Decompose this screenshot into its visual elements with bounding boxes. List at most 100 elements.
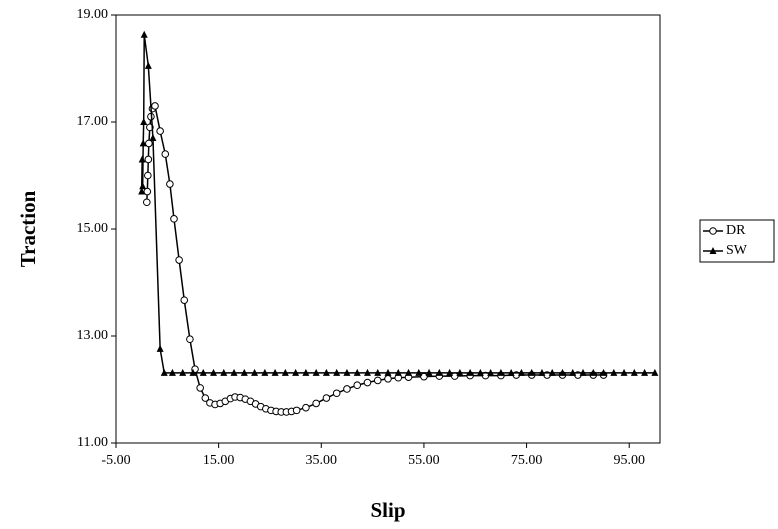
marker-circle	[151, 102, 159, 110]
marker-circle	[709, 227, 717, 235]
marker-triangle	[333, 368, 341, 376]
marker-circle	[170, 215, 178, 223]
marker-triangle	[138, 187, 146, 195]
marker-triangle	[538, 368, 546, 376]
marker-triangle	[579, 368, 587, 376]
marker-triangle	[156, 344, 164, 352]
marker-circle	[292, 406, 301, 415]
x-tick-label: 75.00	[511, 453, 543, 468]
marker-circle	[332, 389, 341, 398]
marker-triangle	[620, 368, 628, 376]
marker-triangle	[292, 368, 300, 376]
marker-circle	[143, 187, 152, 196]
marker-circle	[180, 296, 189, 304]
marker-triangle	[435, 368, 443, 376]
marker-circle	[450, 372, 459, 380]
y-tick-label: 15.00	[77, 221, 109, 236]
marker-circle	[363, 378, 372, 387]
marker-triangle	[220, 368, 228, 376]
marker-circle	[420, 372, 428, 381]
marker-triangle	[384, 368, 392, 376]
legend-box	[699, 219, 775, 263]
marker-circle	[322, 394, 331, 402]
marker-circle	[175, 256, 183, 264]
x-axis-title: Slip	[370, 498, 405, 522]
marker-triangle	[709, 247, 717, 254]
marker-triangle	[456, 368, 464, 376]
marker-circle	[186, 335, 194, 344]
marker-triangle	[251, 368, 259, 376]
marker-triangle	[569, 368, 577, 376]
marker-triangle	[589, 368, 597, 376]
marker-triangle	[144, 61, 152, 69]
marker-circle	[312, 399, 320, 408]
marker-triangle	[507, 368, 515, 376]
series-line	[146, 104, 604, 413]
marker-triangle	[343, 368, 351, 376]
marker-triangle	[281, 368, 289, 376]
marker-triangle	[230, 368, 238, 376]
marker-triangle	[558, 368, 566, 376]
y-tick-label: 17.00	[77, 114, 109, 129]
marker-triangle	[548, 368, 556, 376]
marker-triangle	[405, 368, 413, 376]
marker-triangle	[149, 134, 157, 142]
marker-triangle	[466, 368, 474, 376]
series-line	[140, 34, 655, 374]
marker-triangle	[528, 368, 536, 376]
marker-triangle	[476, 368, 484, 376]
marker-circle	[166, 180, 174, 188]
marker-triangle	[261, 368, 269, 376]
marker-triangle	[651, 368, 659, 376]
marker-circle	[302, 403, 310, 412]
marker-triangle	[312, 368, 320, 376]
marker-triangle	[199, 368, 207, 376]
marker-triangle	[394, 368, 402, 376]
marker-circle	[201, 394, 210, 402]
marker-triangle	[302, 368, 310, 376]
marker-triangle	[353, 368, 361, 376]
marker-triangle	[179, 368, 187, 376]
marker-triangle	[322, 368, 330, 376]
marker-circle	[373, 376, 382, 385]
marker-triangle	[189, 368, 197, 376]
x-tick-label: -5.00	[101, 453, 130, 468]
marker-triangle	[487, 368, 495, 376]
marker-triangle	[168, 368, 176, 376]
marker-circle	[144, 155, 153, 164]
marker-triangle	[600, 368, 608, 376]
marker-triangle	[271, 368, 279, 376]
marker-triangle	[415, 368, 423, 376]
legend-label: SW	[726, 243, 748, 258]
marker-triangle	[610, 368, 618, 376]
x-tick-label: 35.00	[306, 453, 338, 468]
marker-circle	[384, 375, 392, 383]
marker-triangle	[497, 368, 505, 376]
marker-triangle	[374, 368, 382, 376]
marker-triangle	[138, 155, 146, 163]
marker-circle	[161, 150, 170, 158]
marker-triangle	[363, 368, 371, 376]
y-tick-label: 19.00	[77, 7, 109, 22]
marker-triangle	[139, 182, 147, 190]
marker-triangle	[630, 368, 638, 376]
marker-triangle	[425, 368, 433, 376]
x-tick-label: 55.00	[408, 453, 440, 468]
legend-label: DR	[726, 223, 746, 238]
x-tick-label: 15.00	[203, 453, 235, 468]
marker-triangle	[140, 118, 148, 125]
marker-triangle	[210, 368, 218, 376]
marker-triangle	[641, 368, 649, 376]
y-axis-title: Traction	[16, 190, 40, 267]
marker-circle	[142, 198, 151, 207]
marker-triangle	[240, 368, 248, 376]
x-tick-label: 95.00	[613, 453, 645, 468]
marker-circle	[353, 381, 362, 390]
marker-triangle	[139, 139, 147, 147]
marker-circle	[196, 384, 204, 392]
y-tick-label: 11.00	[77, 435, 108, 450]
marker-circle	[343, 385, 351, 393]
marker-triangle	[160, 368, 168, 376]
